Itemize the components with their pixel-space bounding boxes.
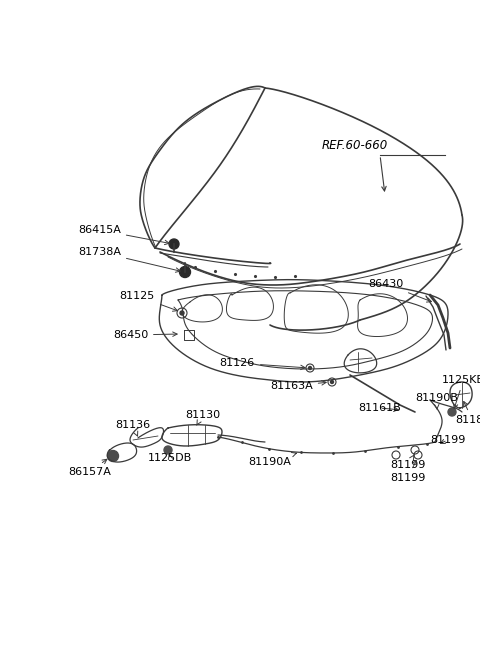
Text: REF.60-660: REF.60-660	[322, 139, 388, 152]
Circle shape	[164, 446, 172, 454]
Text: 86450: 86450	[113, 330, 177, 340]
Circle shape	[108, 451, 119, 462]
Text: 81163A: 81163A	[270, 381, 326, 391]
Text: 1125KB: 1125KB	[442, 375, 480, 408]
Text: 81130: 81130	[185, 410, 220, 425]
Text: 81190A: 81190A	[248, 453, 296, 467]
Text: 81180: 81180	[455, 402, 480, 425]
Circle shape	[169, 239, 179, 249]
Text: 81125: 81125	[120, 291, 178, 311]
Text: 1125DB: 1125DB	[148, 453, 192, 463]
Text: 86157A: 86157A	[68, 459, 111, 477]
Text: 81199: 81199	[390, 460, 425, 483]
Text: 86415A: 86415A	[78, 225, 169, 244]
Text: 81738A: 81738A	[78, 247, 180, 272]
Circle shape	[331, 381, 334, 383]
Text: 81199: 81199	[430, 435, 466, 445]
Circle shape	[180, 311, 184, 315]
Text: 81161B: 81161B	[358, 403, 401, 413]
Circle shape	[180, 267, 191, 278]
Circle shape	[309, 367, 312, 369]
Text: 86430: 86430	[368, 279, 432, 302]
Text: 81136: 81136	[115, 420, 150, 436]
Text: 81126: 81126	[220, 358, 305, 369]
Circle shape	[448, 408, 456, 416]
Text: 81199: 81199	[390, 455, 425, 470]
Text: 81190B: 81190B	[415, 393, 458, 409]
